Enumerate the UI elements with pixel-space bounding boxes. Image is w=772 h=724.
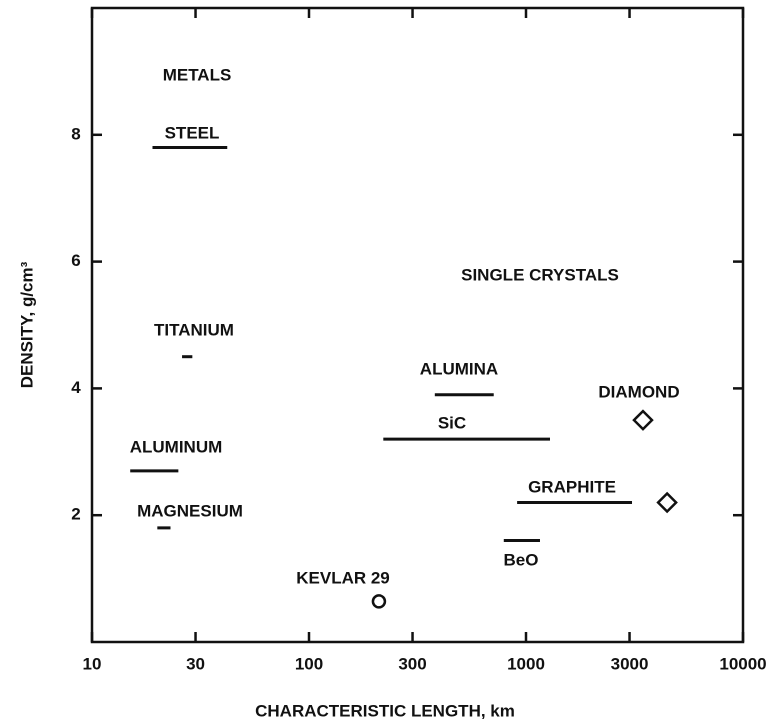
x-tick-label: 10: [83, 654, 102, 673]
point-label: KEVLAR 29: [296, 568, 390, 587]
range-label: MAGNESIUM: [137, 501, 243, 520]
annotation: SINGLE CRYSTALS: [461, 265, 619, 284]
range-label: ALUMINUM: [130, 437, 223, 456]
range-label: TITANIUM: [154, 320, 234, 339]
y-tick-label: 2: [71, 505, 80, 524]
y-axis-label: DENSITY, g/cm³: [17, 261, 36, 388]
x-tick-label: 1000: [507, 654, 545, 673]
point-marker: [371, 594, 387, 609]
range-label: GRAPHITE: [528, 477, 616, 496]
plot-frame: [90, 6, 745, 644]
y-tick-label: 8: [71, 124, 80, 143]
x-axis-label: CHARACTERISTIC LENGTH, km: [255, 701, 515, 720]
x-tick-label: 3000: [611, 654, 649, 673]
range-label: BeO: [504, 550, 539, 569]
range-label: SiC: [438, 413, 466, 432]
y-tick-label: 6: [71, 251, 80, 270]
y-tick-label: 4: [71, 378, 81, 397]
x-tick-label: 100: [295, 654, 323, 673]
annotation: METALS: [163, 65, 232, 84]
x-tick-label: 10000: [719, 654, 766, 673]
x-tick-label: 300: [398, 654, 426, 673]
x-tick-label: 30: [186, 654, 205, 673]
point-label: DIAMOND: [598, 382, 679, 401]
point-marker: [632, 409, 654, 431]
range-label: ALUMINA: [420, 359, 498, 378]
point-marker: [656, 491, 678, 514]
range-label: STEEL: [165, 123, 220, 142]
